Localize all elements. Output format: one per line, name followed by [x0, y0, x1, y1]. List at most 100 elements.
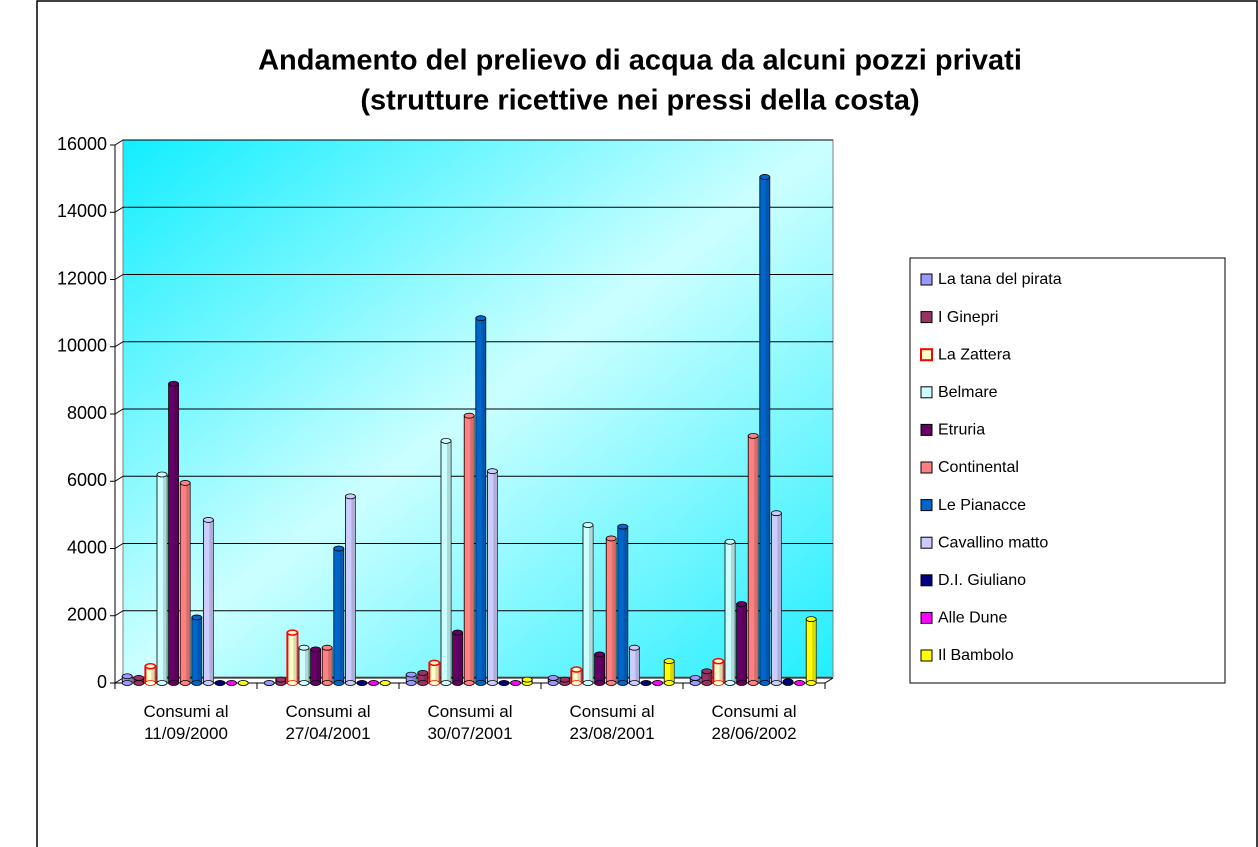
y-tick-label: 2000 — [67, 605, 107, 625]
bar-shade — [635, 647, 640, 683]
bar — [582, 522, 594, 686]
bar-bottom — [617, 680, 629, 686]
bar — [440, 437, 452, 686]
bar-top — [547, 675, 559, 681]
bar-bottom — [405, 680, 417, 686]
bar-top — [559, 676, 571, 683]
y-tick-depth — [114, 206, 124, 213]
bar-bottom — [286, 680, 298, 686]
bar — [344, 493, 356, 686]
bar-top — [405, 671, 417, 678]
bar-shade — [293, 632, 298, 683]
bar — [689, 675, 701, 686]
legend-swatch — [920, 386, 933, 399]
x-tick-label: Consumi al 11/09/2000 — [143, 702, 229, 743]
bar-bottom — [547, 680, 559, 686]
legend-label: La Zattera — [938, 346, 1011, 363]
bar-shade — [163, 474, 167, 683]
bar-bottom — [298, 680, 310, 686]
bar-bottom — [156, 680, 168, 686]
bar-shade — [209, 519, 214, 683]
legend-swatch — [920, 649, 933, 662]
bar-top — [510, 680, 521, 686]
bar-shade — [186, 482, 191, 683]
bar — [298, 644, 310, 686]
legend-swatch — [920, 423, 933, 436]
bar-shade — [493, 471, 498, 683]
legend-label: Etruria — [938, 422, 985, 439]
bar-top — [701, 668, 713, 675]
bar-top — [379, 680, 391, 686]
bar-bottom — [179, 680, 191, 686]
bar-shade — [623, 526, 628, 683]
bar-shade — [812, 619, 817, 683]
bar-bottom — [133, 680, 145, 686]
bar-top — [663, 658, 675, 665]
bar — [214, 680, 226, 686]
bar-top — [321, 644, 333, 651]
y-tick-depth — [114, 475, 124, 482]
bar-top — [794, 680, 805, 686]
bar — [179, 480, 191, 686]
y-tick-depth — [114, 543, 124, 549]
bar — [156, 471, 168, 686]
bar — [570, 666, 583, 686]
bar — [594, 651, 605, 686]
bar — [736, 601, 747, 686]
bar-shade — [197, 617, 202, 683]
bar-top — [782, 678, 794, 685]
chart-subtitle: (strutture ricettive nei pressi della co… — [360, 85, 919, 117]
bar-shade — [577, 669, 582, 683]
bar — [121, 673, 133, 686]
bar-shade — [458, 632, 463, 683]
bar — [712, 657, 725, 686]
bar-top — [191, 614, 203, 621]
bar-shade — [305, 647, 309, 683]
bar-bottom — [428, 680, 440, 686]
bar-top — [747, 432, 759, 439]
bar-bottom — [202, 680, 214, 686]
bar-bottom — [571, 680, 582, 686]
legend-swatch — [920, 273, 933, 286]
bar — [475, 315, 487, 686]
bar-bottom — [701, 680, 713, 686]
bar-shade — [742, 603, 747, 683]
bar-bottom — [440, 680, 452, 686]
bar-bottom — [344, 680, 356, 686]
legend-label: I Ginepri — [938, 309, 998, 326]
bar-bottom — [771, 680, 782, 686]
bar-bottom — [486, 680, 498, 686]
bar-shade — [174, 383, 179, 683]
bar-bottom — [582, 680, 594, 686]
y-tick-depth — [114, 139, 124, 146]
bar-bottom — [310, 680, 322, 686]
bar — [226, 680, 238, 686]
bar-shade — [481, 318, 486, 683]
bar — [333, 545, 345, 686]
bar — [191, 614, 203, 686]
bar — [452, 629, 464, 686]
bar-top — [275, 676, 287, 683]
bar-top — [298, 644, 310, 651]
bar-bottom — [594, 680, 605, 686]
bar — [652, 680, 663, 686]
bar-shade — [612, 538, 617, 683]
bar-bottom — [747, 680, 759, 686]
bar — [379, 680, 391, 686]
bar-shade — [423, 672, 428, 683]
y-tick-label: 10000 — [57, 336, 107, 356]
bar-shade — [754, 435, 759, 683]
bar-top — [333, 545, 345, 552]
bar-bottom — [759, 680, 771, 686]
bar — [701, 668, 713, 686]
legend-label: Continental — [938, 459, 1019, 476]
bar — [759, 174, 771, 686]
bar — [640, 680, 652, 686]
y-tick-label: 8000 — [67, 403, 107, 423]
legend-label: La tana del pirata — [938, 271, 1062, 288]
bar-shade — [128, 676, 133, 683]
bar-shade — [719, 661, 724, 683]
bar-bottom — [736, 680, 747, 686]
bar-top — [759, 174, 771, 180]
bar-top — [570, 666, 583, 673]
